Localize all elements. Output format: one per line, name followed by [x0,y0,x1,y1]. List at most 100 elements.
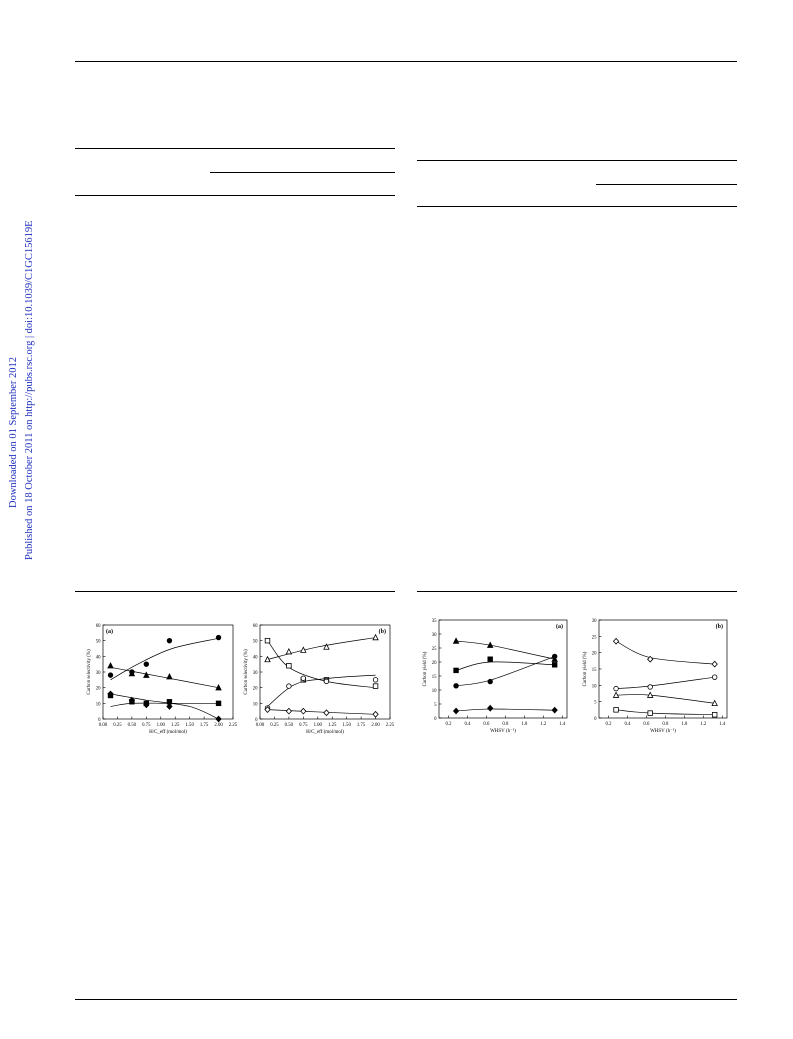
data-point-filled-triangle-4 [215,683,222,691]
data-point-filled-triangle-3 [166,673,173,680]
table-left-sub-rule [210,172,395,173]
data-point-filled-circle-2 [143,661,150,667]
fit-curve-filled-triangle [110,666,219,689]
x-tick-label: 1.00 [314,723,323,728]
y-tick-label: 40 [253,655,258,660]
data-point-open-circle-3 [323,678,330,685]
fit-curve-open-triangle [616,694,715,704]
data-point-open-diamond-0 [612,637,620,645]
x-tick-label: 1.2 [540,722,547,727]
data-point-open-diamond-2 [711,660,718,668]
figure-selectivity-b: 0 10 20 30 40 50 60 0.00 0.25 0.50 0.75 1.00 1.25 1.5… [232,612,397,752]
footer-rule [75,999,737,1000]
y-axis-label: Carbon yield (%) [583,651,588,686]
x-tick-label: 0.50 [285,723,294,728]
y-tick-label: 0 [594,717,597,722]
table-left-bottom-rule [75,195,395,196]
data-point-filled-diamond-1 [487,704,494,712]
data-point-open-triangle-1 [646,691,654,698]
data-point-open-triangle-2 [711,699,718,706]
x-axis-label: WHSV (h⁻¹) [490,728,516,734]
y-axis-label: Carbon yield (%) [423,651,428,686]
data-point-filled-circle-0 [453,683,459,689]
fit-curve-open-diamond [267,709,376,715]
data-point-open-circle-2 [300,675,307,681]
data-point-filled-triangle-1 [486,641,494,648]
publication-doi-link[interactable]: Published on 18 October 2011 on http://p… [24,220,35,560]
panel-label: (b) [716,623,723,630]
fit-curve-open-diamond [615,640,715,665]
y-tick-label: 20 [432,661,437,666]
y-tick-label: 35 [432,619,437,624]
fit-curve-open-triangle [267,637,376,660]
y-tick-label: 50 [253,640,258,645]
y-tick-label: 10 [253,702,258,707]
x-tick-label: 0.00 [256,723,265,728]
data-point-open-square-1 [647,710,653,716]
y-axis-label: Carbon selectivity (%) [87,649,92,695]
data-point-open-triangle-3 [323,643,330,650]
x-tick-label: 1.4 [559,722,566,727]
fit-curve-filled-diamond [456,708,555,712]
y-tick-label: 25 [432,647,437,652]
x-tick-label: 0.2 [445,722,452,727]
plot-frame [259,624,391,720]
y-tick-label: 0 [434,717,437,722]
fit-curve-open-circle [267,674,376,707]
x-tick-label: 0.4 [624,722,631,727]
data-point-filled-triangle-0 [452,637,460,644]
data-point-open-triangle-0 [612,691,620,698]
x-tick-label: 0.25 [270,723,279,728]
data-point-filled-circle-4 [215,634,222,641]
data-point-filled-square-4 [215,700,222,707]
data-point-filled-circle-3 [166,637,173,644]
x-tick-label: 1.75 [357,723,366,728]
y-tick-label: 50 [96,640,101,645]
x-tick-label: 1.50 [342,723,351,728]
data-point-open-diamond-0 [264,706,271,713]
x-tick-label: 1.00 [157,723,166,728]
x-tick-label: 0.2 [605,722,612,727]
data-point-open-square-1 [286,663,292,669]
x-tick-label: 0.50 [128,723,137,728]
x-tick-label: 1.50 [185,723,194,728]
figure-left-top-rule [75,591,395,592]
x-tick-label: 1.25 [328,723,337,728]
y-tick-label: 25 [592,635,597,640]
table-right-bottom-rule [417,206,737,207]
y-tick-label: 30 [96,671,101,676]
table-left-top-rule [75,148,395,149]
x-tick-label: 1.0 [521,722,528,727]
data-point-open-diamond-1 [647,655,654,663]
data-point-open-diamond-4 [372,710,379,718]
data-point-filled-diamond-4 [215,715,222,723]
y-tick-label: 40 [96,655,101,660]
x-axis-label: H/C_eff (mol/mol) [306,730,344,735]
data-point-open-square-0 [264,637,271,644]
x-axis-label: WHSV (h⁻¹) [650,728,676,734]
y-tick-label: 15 [592,668,597,673]
panel-label: (b) [379,628,386,635]
x-tick-label: 2.00 [371,723,380,728]
data-point-filled-triangle-0 [107,662,114,669]
x-tick-label: 1.0 [681,722,688,727]
panel-label: (a) [106,628,113,635]
fit-curve-filled-square [455,661,555,671]
data-point-open-triangle-4 [372,633,379,641]
fit-curve-filled-triangle [456,640,555,660]
y-axis-label: Carbon selectivity (%) [244,649,249,695]
data-point-open-circle-1 [647,684,653,690]
y-tick-label: 30 [253,671,258,676]
y-tick-label: 10 [432,689,437,694]
data-point-open-square-2 [711,712,718,718]
y-tick-label: 60 [253,624,258,629]
data-point-open-circle-2 [711,674,718,680]
x-tick-label: 2.00 [214,723,223,728]
data-point-open-circle-0 [613,685,619,692]
x-tick-label: 0.8 [662,722,669,727]
x-tick-label: 0.4 [464,722,471,727]
fit-curve-open-square [616,709,715,716]
x-tick-label: 1.4 [719,722,726,727]
data-point-open-triangle-1 [285,647,293,655]
x-tick-label: 0.75 [142,723,151,728]
